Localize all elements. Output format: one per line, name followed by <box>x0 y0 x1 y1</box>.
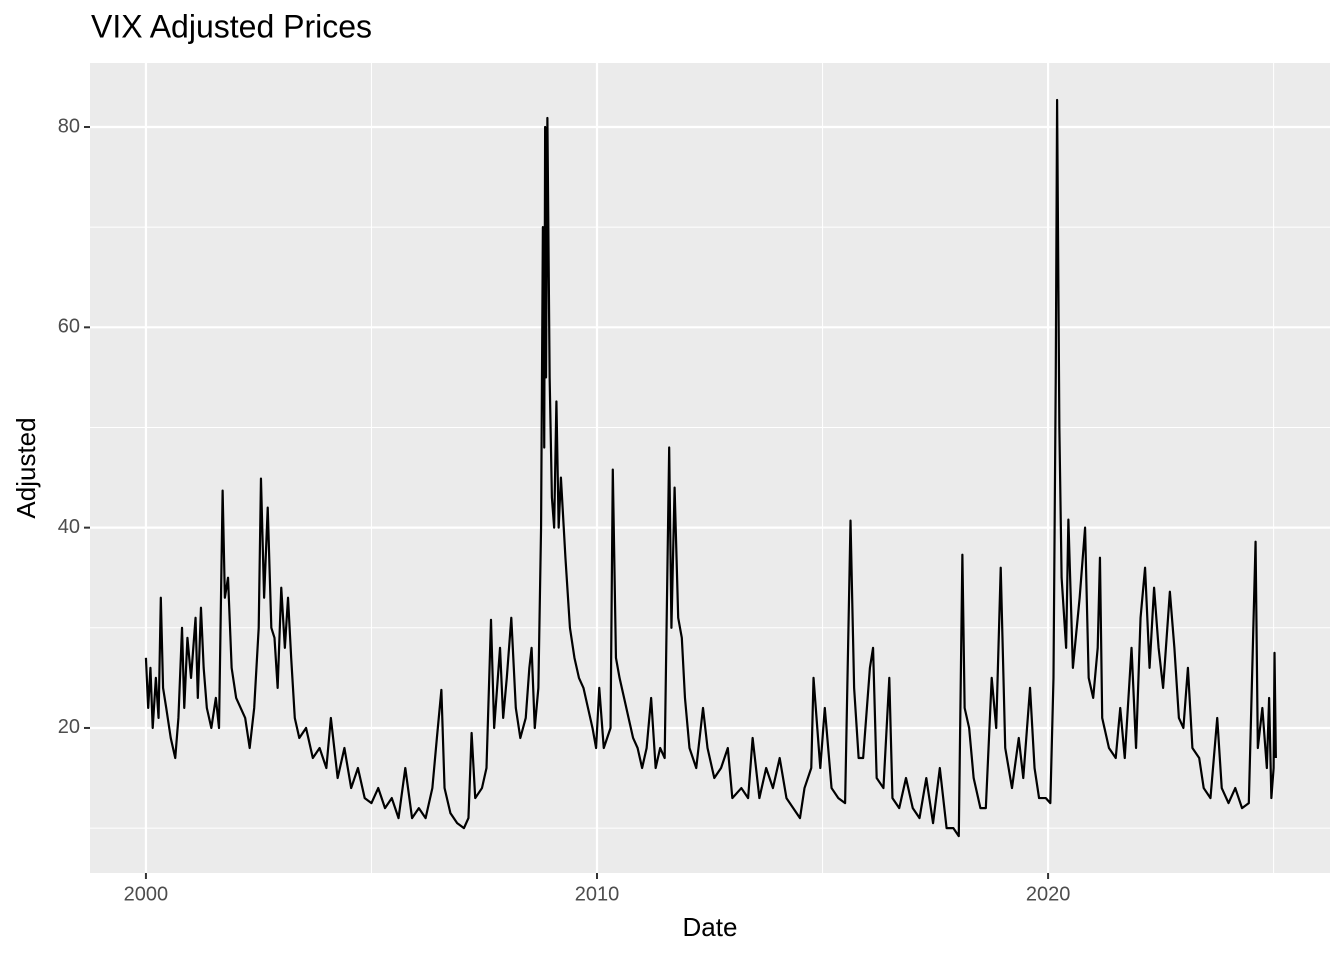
x-axis-title: Date <box>683 912 738 942</box>
y-tick-label: 40 <box>58 516 80 538</box>
y-axis-title: Adjusted <box>11 417 41 518</box>
x-tick-label: 2000 <box>124 883 169 905</box>
y-tick-label: 20 <box>58 716 80 738</box>
y-tick-label: 60 <box>58 316 80 338</box>
x-tick-label: 2020 <box>1026 883 1071 905</box>
y-tick-label: 80 <box>58 115 80 137</box>
chart-title: VIX Adjusted Prices <box>91 8 372 44</box>
panel <box>90 63 1330 873</box>
series-line <box>144 98 1277 838</box>
x-tick-label: 2010 <box>575 883 620 905</box>
